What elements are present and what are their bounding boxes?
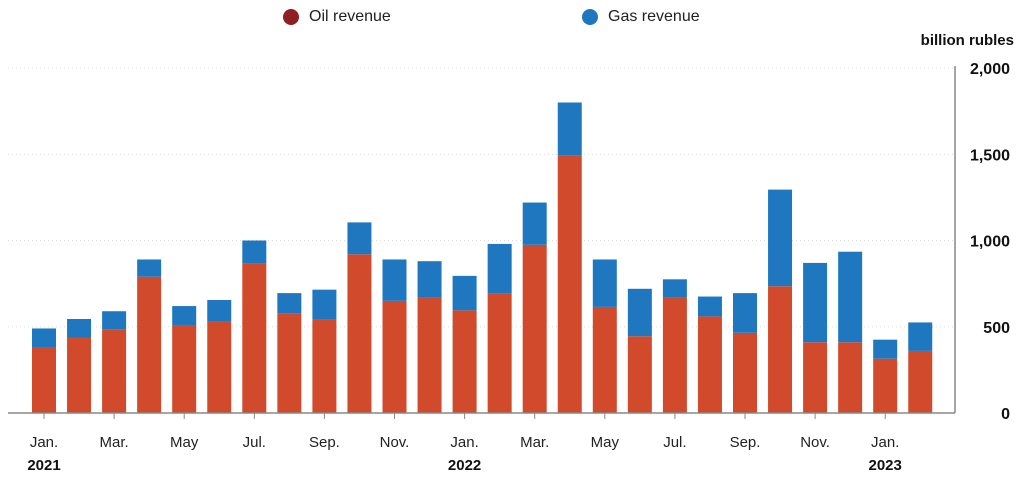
oil-bar [242, 263, 267, 413]
gas-bar [172, 306, 197, 326]
gas-bar [382, 259, 407, 301]
oil-bar [102, 329, 127, 413]
oil-bar [838, 342, 863, 413]
oil-bar [417, 297, 442, 413]
legend-gas-swatch-icon [582, 9, 598, 25]
gas-bar [32, 328, 56, 348]
oil-bar [873, 358, 898, 413]
gas-bar [557, 102, 582, 156]
gas-bar [627, 288, 652, 337]
gas-bar [838, 251, 863, 343]
x-tick-label: Jan. [871, 434, 899, 451]
oil-bar [522, 244, 547, 413]
x-tick-label: Nov. [800, 434, 830, 451]
gas-bar [768, 189, 793, 287]
y-tick-label: 1,500 [970, 147, 1010, 164]
legend-oil-label: Oil revenue [309, 8, 391, 25]
gas-bar [697, 296, 722, 317]
gas-bar [347, 222, 372, 255]
y-tick-label: 0 [1001, 406, 1010, 423]
gas-bar [522, 202, 547, 245]
oil-bar [487, 293, 512, 413]
gas-bar [207, 300, 232, 322]
oil-bar [662, 297, 687, 413]
gas-bar [67, 318, 92, 338]
gas-bar [417, 261, 442, 298]
oil-bar [382, 300, 407, 413]
x-tick-year-label: 2023 [869, 457, 902, 474]
gas-bar [908, 322, 933, 351]
oil-bar [733, 332, 757, 413]
oil-bar [277, 313, 302, 413]
x-tick-label: Jul. [243, 434, 266, 451]
legend-oil-swatch-icon [283, 9, 299, 25]
gas-bar [803, 262, 828, 343]
legend-oil: Oil revenue [283, 8, 391, 26]
oil-bar [557, 155, 582, 414]
gas-bar [137, 259, 162, 277]
x-tick-year-label: 2022 [448, 457, 481, 474]
gas-bar [452, 275, 477, 311]
gas-bar [242, 240, 267, 264]
x-tick-label: Sep. [730, 434, 761, 451]
y-tick-label: 1,000 [970, 234, 1010, 251]
oil-bar [592, 306, 617, 413]
x-tick-label: Jan. [30, 434, 58, 451]
x-tick-label: Mar. [520, 434, 549, 451]
oil-bar [207, 321, 232, 413]
oil-bar [697, 316, 722, 413]
legend-gas: Gas revenue [582, 8, 700, 26]
oil-bar [137, 276, 162, 413]
oil-bar [452, 310, 477, 413]
oil-bar [312, 319, 337, 413]
gas-bar [277, 293, 302, 314]
oil-bar [908, 350, 933, 413]
oil-bar [803, 342, 828, 413]
oil-bar [172, 325, 197, 413]
oil-bar [347, 254, 372, 413]
y-tick-label: 2,000 [970, 61, 1010, 78]
gas-bar [487, 243, 512, 294]
oil-bar [768, 286, 793, 413]
x-tick-label: May [170, 434, 199, 451]
gas-bar [873, 339, 898, 359]
x-tick-label: Sep. [309, 434, 340, 451]
y-axis-unit-label: billion rubles [920, 32, 1014, 49]
y-tick-label: 500 [983, 320, 1010, 337]
gas-bar [662, 279, 687, 298]
x-tick-label: Jan. [450, 434, 478, 451]
x-tick-label: May [591, 434, 620, 451]
gas-bar [102, 311, 127, 330]
gas-bar [733, 293, 757, 333]
gas-bar [312, 289, 337, 320]
x-tick-label: Jul. [663, 434, 686, 451]
legend-gas-label: Gas revenue [608, 8, 700, 25]
x-tick-label: Mar. [100, 434, 129, 451]
oil-bar [32, 347, 56, 413]
oil-bar [627, 336, 652, 413]
gas-bar [592, 259, 617, 307]
oil-bar [67, 337, 92, 413]
x-tick-year-label: 2021 [27, 457, 60, 474]
x-tick-label: Nov. [380, 434, 410, 451]
